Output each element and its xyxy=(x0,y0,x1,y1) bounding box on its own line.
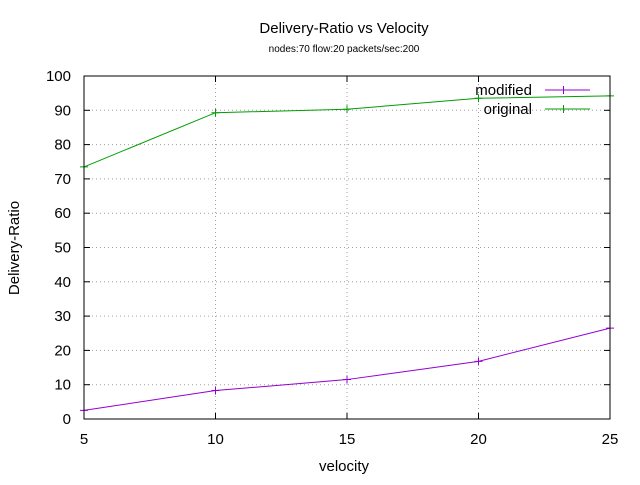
grid xyxy=(84,76,610,419)
legend-label-original: original xyxy=(484,101,532,118)
chart-title: Delivery-Ratio vs Velocity xyxy=(259,20,429,37)
y-tick-label: 10 xyxy=(54,377,71,394)
legend-label-modified: modified xyxy=(475,82,532,99)
legend: modified original xyxy=(475,82,590,118)
x-tick-label: 10 xyxy=(207,431,224,448)
y-axis-label: Delivery-Ratio xyxy=(6,201,23,295)
y-tick-label: 60 xyxy=(54,205,71,222)
x-axis-label: velocity xyxy=(319,458,370,475)
data-point-modified xyxy=(211,386,220,395)
y-tick-label: 40 xyxy=(54,274,71,291)
x-tick-label: 15 xyxy=(339,431,356,448)
axis-ticks: 0 10 20 30 40 50 60 70 80 90 100 5 10 15 20 25 xyxy=(46,68,618,448)
data-point-original xyxy=(474,94,483,103)
data-point-modified xyxy=(343,375,351,384)
plot-frame xyxy=(83,75,611,420)
y-tick-label: 90 xyxy=(54,102,71,119)
x-tick-label: 25 xyxy=(602,431,619,448)
y-tick-label: 100 xyxy=(46,68,71,85)
x-tick-label: 20 xyxy=(470,431,487,448)
y-tick-label: 30 xyxy=(54,308,71,325)
y-tick-label: 50 xyxy=(54,240,71,257)
y-tick-label: 80 xyxy=(54,137,71,154)
y-tick-label: 20 xyxy=(54,342,71,359)
y-tick-label: 0 xyxy=(63,411,71,428)
data-point-original xyxy=(211,108,220,117)
data-point-original xyxy=(343,105,351,114)
y-tick-label: 70 xyxy=(54,171,71,188)
data-point-modified xyxy=(474,357,483,366)
x-tick-label: 5 xyxy=(80,431,88,448)
chart-subtitle: nodes:70 flow:20 packets/sec:200 xyxy=(269,44,420,55)
